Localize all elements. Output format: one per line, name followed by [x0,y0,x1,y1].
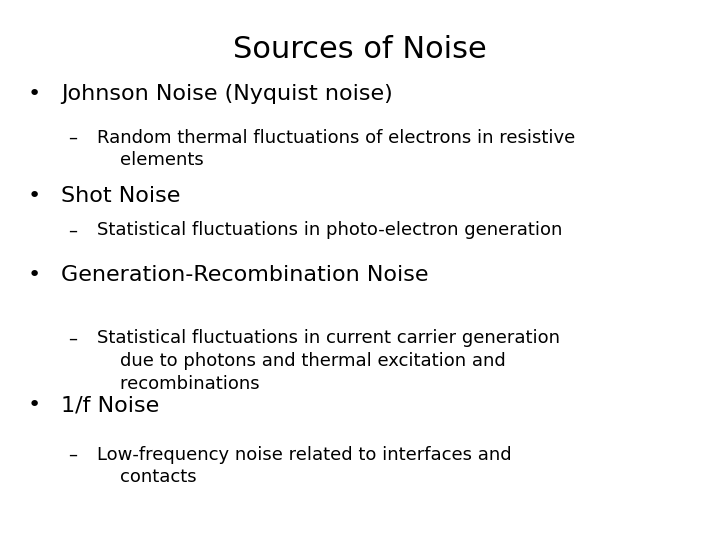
Text: Statistical fluctuations in photo-electron generation: Statistical fluctuations in photo-electr… [97,221,562,239]
Text: Johnson Noise (Nyquist noise): Johnson Noise (Nyquist noise) [61,84,393,104]
Text: •: • [27,186,40,206]
Text: •: • [27,265,40,285]
Text: Generation-Recombination Noise: Generation-Recombination Noise [61,265,428,285]
Text: –: – [68,221,78,239]
Text: –: – [68,329,78,347]
Text: Shot Noise: Shot Noise [61,186,181,206]
Text: •: • [27,395,40,415]
Text: Sources of Noise: Sources of Noise [233,35,487,64]
Text: –: – [68,446,78,463]
Text: •: • [27,84,40,104]
Text: 1/f Noise: 1/f Noise [61,395,159,415]
Text: Random thermal fluctuations of electrons in resistive
    elements: Random thermal fluctuations of electrons… [97,129,575,170]
Text: Statistical fluctuations in current carrier generation
    due to photons and th: Statistical fluctuations in current carr… [97,329,560,393]
Text: –: – [68,129,78,146]
Text: Low-frequency noise related to interfaces and
    contacts: Low-frequency noise related to interface… [97,446,512,487]
